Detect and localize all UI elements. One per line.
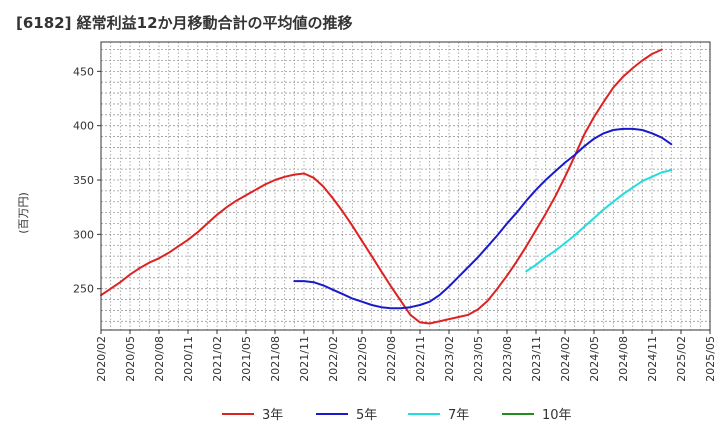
x-tick-label: 2021/08 <box>269 336 282 382</box>
x-tick-label: 2020/02 <box>95 336 108 382</box>
x-tick-label: 2022/08 <box>385 336 398 382</box>
x-tick-label: 2023/08 <box>501 336 514 382</box>
chart-title: [6182] 経常利益12か月移動合計の平均値の推移 <box>16 14 353 32</box>
x-tick-label: 2023/02 <box>443 336 456 382</box>
legend-label: 10年 <box>542 408 572 423</box>
legend-label: 5年 <box>356 408 377 423</box>
x-tick-label: 2024/05 <box>588 336 601 382</box>
legend-label: 3年 <box>262 408 283 423</box>
x-tick-labels: 2020/02 2020/05 2020/08 2020/11 2021/02 2021/… <box>95 330 717 382</box>
y-tick-labels: 250 300 350 400 450 <box>73 65 101 296</box>
x-tick-label: 2023/05 <box>472 336 485 382</box>
x-tick-label: 2020/11 <box>182 336 195 382</box>
x-tick-label: 2020/08 <box>153 336 166 382</box>
x-tick-label: 2021/05 <box>240 336 253 382</box>
x-tick-label: 2021/02 <box>211 336 224 382</box>
y-tick-label: 450 <box>73 65 94 78</box>
x-tick-label: 2021/11 <box>298 336 311 382</box>
y-tick-label: 300 <box>73 228 94 241</box>
x-tick-label: 2024/08 <box>617 336 630 382</box>
x-tick-label: 2023/11 <box>530 336 543 382</box>
y-tick-label: 350 <box>73 174 94 187</box>
x-tick-label: 2025/02 <box>675 336 688 382</box>
series-line-2 <box>293 127 673 310</box>
series-line-1 <box>100 48 663 325</box>
legend: 3年 5年 7年 10年 <box>222 408 572 423</box>
series-lines <box>100 48 673 325</box>
x-tick-label: 2024/11 <box>646 336 659 382</box>
plot-frame <box>100 41 711 331</box>
x-tick-label: 2022/02 <box>327 336 340 382</box>
series-line-3 <box>525 169 673 273</box>
y-tick-label: 400 <box>73 120 94 133</box>
x-tick-label: 2022/05 <box>356 336 369 382</box>
legend-label: 7年 <box>448 408 469 423</box>
y-tick-label: 250 <box>73 283 94 296</box>
x-tick-label: 2024/02 <box>559 336 572 382</box>
grid <box>100 42 711 330</box>
x-tick-label: 2020/05 <box>124 336 137 382</box>
x-tick-label: 2025/05 <box>704 336 717 382</box>
x-tick-label: 2022/11 <box>414 336 427 382</box>
